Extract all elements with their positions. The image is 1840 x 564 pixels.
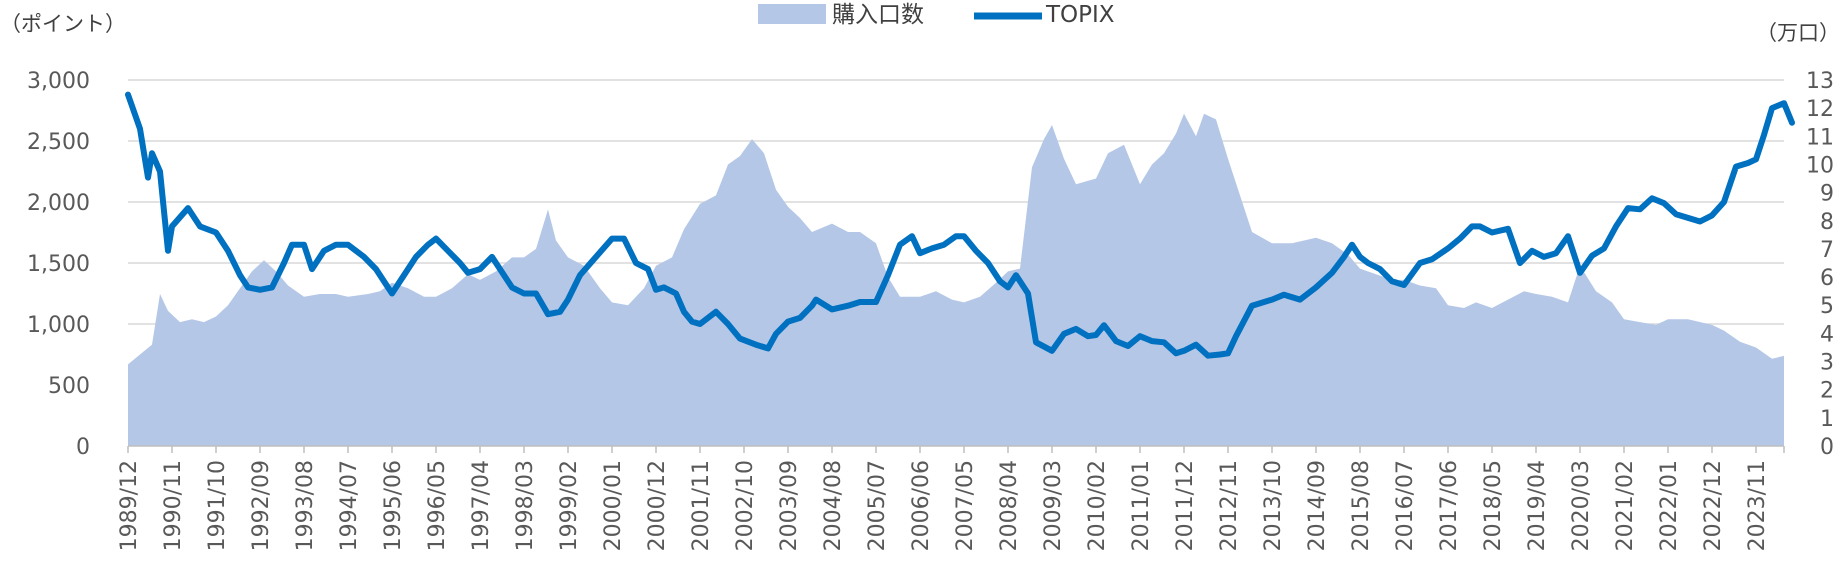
- x-tick-label: 1996/05: [425, 460, 450, 551]
- x-tick-label: 2015/08: [1349, 460, 1374, 551]
- x-axis-ticks: 1989/12 1990/11 1991/10 1992/09 1993/08 1994/…: [117, 446, 1785, 551]
- right-tick-label: 2: [1820, 379, 1834, 404]
- x-tick-label: 2022/12: [1701, 460, 1726, 551]
- x-tick-label: 2012/11: [1217, 460, 1242, 551]
- right-tick-label: 12: [1806, 97, 1834, 122]
- right-tick-label: 9: [1820, 182, 1834, 207]
- x-tick-label: 2014/09: [1305, 460, 1330, 551]
- x-tick-label: 1998/03: [513, 460, 538, 551]
- right-tick-label: 0: [1820, 435, 1834, 460]
- x-tick-label: 1997/04: [469, 460, 494, 551]
- left-tick-label: 500: [48, 374, 90, 399]
- x-tick-label: 2001/11: [689, 460, 714, 551]
- right-tick-label: 3: [1820, 351, 1834, 376]
- area-series-layer: [128, 113, 1784, 447]
- right-tick-label: 7: [1820, 238, 1834, 263]
- right-tick-label: 4: [1820, 322, 1834, 347]
- x-tick-label: 1989/12: [117, 460, 142, 551]
- legend-label-area: 購入口数: [832, 2, 924, 28]
- legend-label-line: TOPIX: [1045, 2, 1115, 28]
- series-line-topix: [125, 91, 1795, 359]
- x-tick-label: 2011/01: [1129, 460, 1154, 551]
- x-tick-label: 1990/11: [161, 460, 186, 551]
- x-tick-label: 2007/05: [953, 460, 978, 551]
- x-tick-label: 2006/06: [909, 460, 934, 551]
- left-tick-label: 2,000: [27, 191, 90, 216]
- left-tick-label: 1,500: [27, 252, 90, 277]
- right-tick-label: 13: [1806, 69, 1834, 94]
- right-tick-label: 6: [1820, 266, 1834, 291]
- x-tick-label: 1993/08: [293, 460, 318, 551]
- x-tick-label: 2022/01: [1657, 460, 1682, 551]
- x-tick-label: 1995/06: [381, 460, 406, 551]
- x-tick-label: 1992/09: [249, 460, 274, 551]
- x-tick-label: 2000/01: [601, 460, 626, 551]
- right-tick-label: 5: [1820, 294, 1834, 319]
- left-axis-ticks: 0 500 1,000 1,500 2,000 2,500 3,000: [27, 69, 90, 460]
- left-tick-label: 3,000: [27, 69, 90, 94]
- left-axis-unit: （ポイント）: [0, 12, 126, 36]
- x-tick-label: 2008/04: [997, 460, 1022, 551]
- left-tick-label: 2,500: [27, 130, 90, 155]
- x-tick-label: 2017/06: [1437, 460, 1462, 551]
- right-tick-label: 11: [1806, 125, 1834, 150]
- x-tick-label: 2011/12: [1173, 460, 1198, 551]
- x-tick-label: 2005/07: [865, 460, 890, 551]
- x-tick-label: 2018/05: [1481, 460, 1506, 551]
- left-tick-label: 1,000: [27, 313, 90, 338]
- x-tick-label: 1991/10: [205, 460, 230, 551]
- right-tick-label: 8: [1820, 210, 1834, 235]
- legend-swatch-area: [758, 4, 826, 24]
- x-tick-label: 2013/10: [1261, 460, 1286, 551]
- x-tick-label: 2010/02: [1085, 460, 1110, 551]
- x-tick-label: 2023/11: [1745, 460, 1770, 551]
- left-tick-label: 0: [76, 435, 90, 460]
- x-tick-label: 1999/02: [557, 460, 582, 551]
- x-tick-label: 2021/02: [1613, 460, 1638, 551]
- x-tick-label: 2019/04: [1525, 460, 1550, 551]
- right-axis-unit: （万口）: [1756, 21, 1840, 45]
- x-tick-label: 1994/07: [337, 460, 362, 551]
- line-series-layer: [125, 91, 1795, 359]
- x-tick-label: 2020/03: [1569, 460, 1594, 551]
- x-tick-label: 2000/12: [645, 460, 670, 551]
- x-tick-label: 2003/09: [777, 460, 802, 551]
- x-tick-label: 2004/08: [821, 460, 846, 551]
- legend: 購入口数 TOPIX: [758, 2, 1115, 28]
- right-tick-label: 1: [1820, 407, 1834, 432]
- x-tick-label: 2009/03: [1041, 460, 1066, 551]
- x-tick-label: 2002/10: [733, 460, 758, 551]
- x-tick-label: 2016/07: [1393, 460, 1418, 551]
- series-area-kounyu-kuchisu: [128, 113, 1784, 447]
- right-tick-label: 10: [1806, 153, 1834, 178]
